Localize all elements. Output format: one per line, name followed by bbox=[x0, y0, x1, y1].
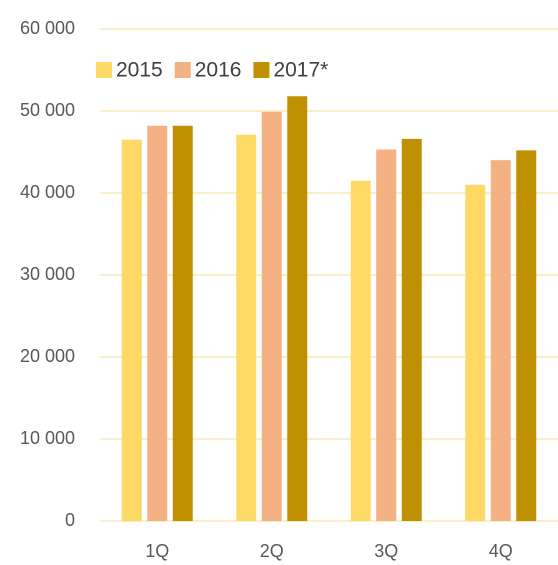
legend-label: 2017* bbox=[273, 59, 328, 82]
x-tick-label: 3Q bbox=[374, 541, 398, 561]
bar bbox=[376, 149, 397, 522]
bar bbox=[350, 180, 371, 521]
bar bbox=[236, 134, 257, 521]
bar bbox=[121, 139, 142, 521]
legend-swatch bbox=[174, 62, 191, 78]
bar bbox=[516, 150, 537, 522]
legend: 2015 2016 2017* bbox=[96, 59, 328, 82]
bar bbox=[465, 184, 486, 522]
bar bbox=[261, 111, 282, 521]
y-tick-label: 60 000 bbox=[20, 18, 75, 38]
y-tick-label: 30 000 bbox=[20, 264, 75, 284]
legend-label: 2015 bbox=[116, 59, 163, 82]
y-tick-label: 20 000 bbox=[20, 346, 75, 366]
legend-swatch bbox=[253, 62, 270, 78]
bar bbox=[147, 125, 168, 521]
bar bbox=[172, 125, 193, 521]
x-tick-label: 1Q bbox=[145, 541, 169, 561]
y-tick-label: 50 000 bbox=[20, 100, 75, 120]
bar bbox=[287, 96, 308, 522]
x-tick-label: 2Q bbox=[260, 541, 284, 561]
y-tick-label: 10 000 bbox=[20, 428, 75, 448]
x-tick-label: 4Q bbox=[489, 541, 513, 561]
legend-label: 2016 bbox=[195, 59, 242, 82]
y-tick-label: 40 000 bbox=[20, 182, 75, 202]
y-tick-label: 0 bbox=[65, 510, 75, 530]
bar bbox=[401, 138, 422, 521]
bar bbox=[490, 160, 511, 521]
legend-swatch bbox=[96, 62, 112, 78]
